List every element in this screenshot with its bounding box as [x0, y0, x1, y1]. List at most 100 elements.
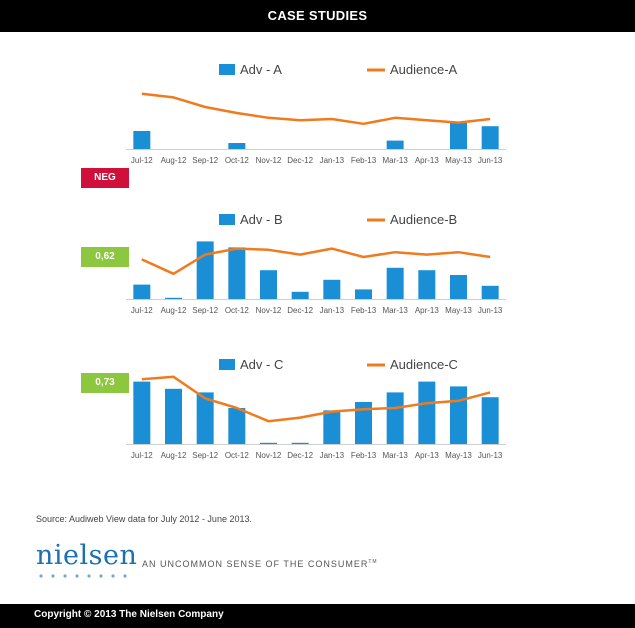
x-tick-label: Jul-12	[131, 306, 153, 315]
x-tick-label: Jan-13	[320, 156, 345, 165]
x-tick-label: Dec-12	[287, 451, 313, 460]
legend: Adv - B Audience-B	[219, 212, 457, 227]
trademark-mark: TM	[368, 559, 378, 565]
bar	[165, 297, 182, 299]
x-tick-label: Aug-12	[161, 156, 187, 165]
bar	[386, 392, 404, 444]
x-tick-label: Dec-12	[287, 156, 313, 165]
nielsen-logo: nielsen	[36, 540, 138, 578]
x-tick-label: Apr-13	[415, 156, 440, 165]
bar	[228, 143, 246, 149]
legend-bar-swatch	[219, 64, 235, 75]
bar	[450, 275, 467, 299]
bar	[355, 289, 372, 299]
x-tick-label: Dec-12	[287, 306, 313, 315]
bar	[323, 279, 341, 299]
bar	[133, 131, 151, 149]
legend-bar-label: Adv - B	[240, 212, 283, 227]
x-tick-label: Nov-12	[256, 451, 282, 460]
page-title: CASE STUDIES	[267, 8, 368, 23]
x-tick-label: Apr-13	[415, 451, 440, 460]
series-line	[141, 375, 491, 423]
tagline: AN UNCOMMON SENSE OF THE CONSUMERTM	[142, 559, 378, 569]
legend-bar-label: Adv - C	[240, 357, 283, 372]
chart-adv-a: Adv - A Audience-A Jul-12 Aug-12 Sep-12 Oct-1…	[0, 55, 635, 185]
series-line	[141, 247, 491, 276]
correlation-badge-a: NEG	[81, 168, 129, 188]
x-tick-label: Aug-12	[161, 451, 187, 460]
chart-svg: Adv - A Audience-A Jul-12 Aug-12 Sep-12 Oct-1…	[126, 62, 506, 165]
x-tick-label: May-13	[445, 451, 472, 460]
x-tick-label: Feb-13	[351, 451, 377, 460]
logo-dots	[39, 574, 127, 578]
bar	[355, 402, 372, 444]
x-tick-label: Mar-13	[382, 306, 408, 315]
legend-bar-label: Adv - A	[240, 62, 282, 77]
bar	[418, 381, 436, 444]
x-tick-label: Sep-12	[192, 451, 218, 460]
correlation-badge-c: 0,73	[81, 373, 129, 393]
bar	[260, 270, 277, 299]
bar	[133, 284, 151, 299]
x-tick-label: Jun-13	[478, 156, 503, 165]
series-line	[141, 92, 491, 126]
x-tick-label: Feb-13	[351, 156, 377, 165]
bar	[418, 270, 436, 299]
x-tick-label: Mar-13	[382, 156, 408, 165]
legend-line-label: Audience-B	[390, 212, 457, 227]
x-tick-label: Oct-12	[225, 306, 250, 315]
bar	[450, 122, 467, 149]
legend-bar-swatch	[219, 359, 235, 370]
chart-adv-c: Adv - C Audience-C Jul-12 Aug-12 Sep-12 Oct-1…	[0, 350, 635, 480]
chart-svg: Adv - B Audience-B Jul-12 Aug-12 Sep-12 Oct-1…	[126, 212, 506, 315]
legend-line-label: Audience-C	[390, 357, 458, 372]
x-tick-label: Jun-13	[478, 306, 503, 315]
x-tick-label: Jan-13	[320, 451, 345, 460]
x-tick-label: Sep-12	[192, 156, 218, 165]
x-tick-label: May-13	[445, 156, 472, 165]
legend-bar-swatch	[219, 214, 235, 225]
bar	[481, 285, 499, 299]
bar	[196, 241, 214, 299]
x-tick-label: Oct-12	[225, 451, 250, 460]
bar	[481, 126, 499, 149]
legend-line-label: Audience-A	[390, 62, 458, 77]
bar	[196, 392, 214, 444]
chart-svg: Adv - C Audience-C Jul-12 Aug-12 Sep-12 Oct-1…	[126, 357, 506, 460]
bar	[291, 291, 309, 299]
tagline-text: AN UNCOMMON SENSE OF THE CONSUMER	[142, 559, 369, 569]
x-tick-label: Apr-13	[415, 306, 440, 315]
bar	[228, 247, 246, 299]
bar	[260, 442, 277, 444]
bar	[481, 397, 499, 444]
x-tick-label: Oct-12	[225, 156, 250, 165]
legend: Adv - C Audience-C	[219, 357, 458, 372]
legend: Adv - A Audience-A	[219, 62, 458, 77]
bar	[386, 267, 404, 299]
bar	[133, 381, 151, 444]
x-tick-label: Nov-12	[256, 156, 282, 165]
footer-bar: Copyright © 2013 The Nielsen Company	[0, 604, 635, 628]
correlation-badge-b: 0,62	[81, 247, 129, 267]
logo-wordmark: nielsen	[36, 540, 138, 571]
x-tick-label: Jun-13	[478, 451, 503, 460]
bar	[386, 140, 404, 149]
x-tick-label: May-13	[445, 306, 472, 315]
bar	[323, 410, 341, 444]
bar	[228, 408, 246, 444]
x-tick-label: Aug-12	[161, 306, 187, 315]
x-tick-label: Jul-12	[131, 156, 153, 165]
bar	[450, 386, 467, 444]
bar	[291, 442, 309, 444]
x-tick-label: Jul-12	[131, 451, 153, 460]
x-tick-label: Jan-13	[320, 306, 345, 315]
source-note: Source: Audiweb View data for July 2012 …	[36, 514, 252, 524]
x-tick-label: Sep-12	[192, 306, 218, 315]
header-bar: CASE STUDIES	[0, 0, 635, 32]
x-tick-label: Feb-13	[351, 306, 377, 315]
copyright-text: Copyright © 2013 The Nielsen Company	[34, 609, 224, 620]
bar	[165, 388, 182, 444]
x-tick-label: Mar-13	[382, 451, 408, 460]
chart-adv-b: Adv - B Audience-B Jul-12 Aug-12 Sep-12 Oct-1…	[0, 205, 635, 335]
x-tick-label: Nov-12	[256, 306, 282, 315]
